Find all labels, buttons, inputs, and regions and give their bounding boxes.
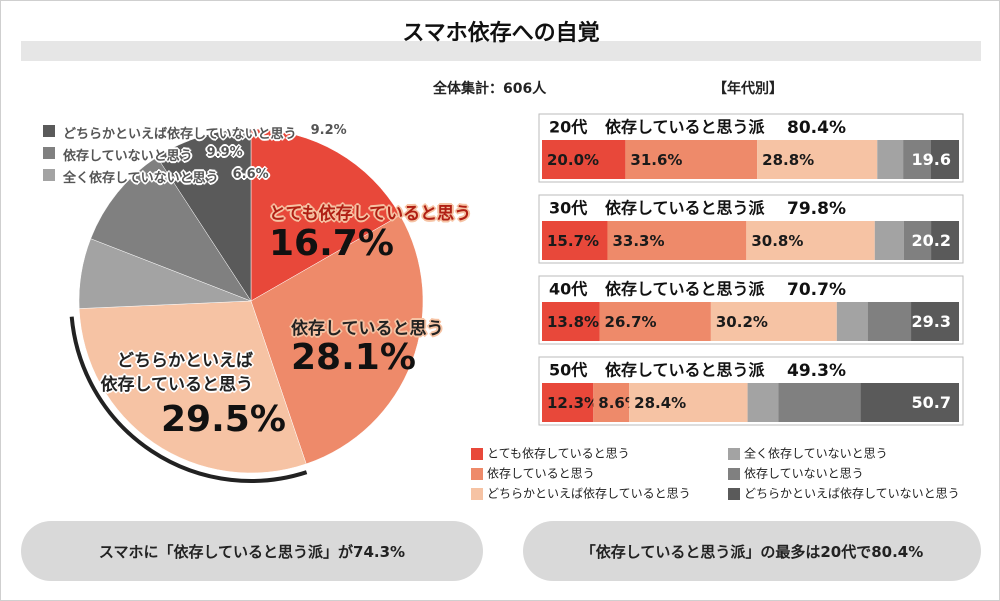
remainder-label: 50.7 [912, 393, 951, 412]
legend-label: どちらかといえば依存していると思う [487, 486, 691, 501]
bar-value-label: 30.2% [716, 313, 768, 331]
pie-value-label: 16.7% [269, 223, 394, 264]
bar-segment [911, 302, 959, 341]
legend-swatch [728, 488, 740, 500]
bar-segment [860, 383, 959, 422]
bar-segment [607, 221, 747, 260]
legend-label: 全く依存していないと思う [744, 446, 888, 461]
page-title: スマホ依存への自覚 [402, 20, 599, 46]
pie-slice [90, 156, 252, 302]
bar-segment [542, 302, 600, 341]
legend-label: 依存していると思う [487, 466, 595, 481]
bar-value-label: 20.0% [547, 151, 599, 169]
bar-segment [629, 383, 748, 422]
bar-segment [930, 140, 959, 179]
legend-entry: 全く依存していないと思う 6.6% [63, 167, 269, 186]
legend-swatch [728, 448, 740, 460]
group-total: 70.7% [787, 280, 846, 300]
legend-swatch [471, 488, 483, 500]
bar-segment [593, 383, 630, 422]
group-total: 80.4% [787, 118, 846, 138]
row-frame [538, 194, 964, 264]
callout: スマホに「依存していると思う派」が74.3% [21, 521, 483, 581]
bar-segment [625, 140, 758, 179]
group-label: 依存していると思う派 [605, 361, 766, 380]
legend-swatch [43, 147, 55, 159]
bar-value-label: 30.8% [751, 232, 803, 250]
pie-label: 依存していると思う [291, 319, 444, 339]
group-label: 依存していると思う派 [605, 118, 766, 137]
legend-label: 依存していないと思う [744, 466, 864, 481]
bar-segment [903, 140, 931, 179]
title-band [21, 41, 981, 61]
bar-segment [746, 221, 875, 260]
group-label: 依存していると思う派 [605, 199, 766, 218]
bar-value-label: 33.3% [612, 232, 664, 250]
pie-label: とても依存していると思う [269, 204, 472, 224]
bar-segment [877, 140, 904, 179]
legend-swatch [728, 468, 740, 480]
row-frame [538, 356, 964, 426]
legend-label: 全く依存していないと思う [63, 171, 219, 186]
remainder-label: 19.6 [912, 150, 951, 169]
pie-slice [78, 300, 307, 474]
bar-segment [542, 140, 626, 179]
legend-value: 9.2% [310, 123, 347, 138]
bar-segment [931, 221, 959, 260]
pie-slice [156, 128, 252, 302]
group-total: 79.8% [787, 199, 846, 219]
bar-value-label: 12.3% [547, 394, 599, 412]
legend-swatch [471, 468, 483, 480]
legend-label: 依存していないと思う [63, 149, 193, 164]
bar-segment [836, 302, 868, 341]
sample-note: 全体集計：606人 [432, 80, 547, 97]
legend-entry: 依存していないと思う 9.9% [63, 145, 243, 164]
bar-segment [599, 302, 711, 341]
group-total: 49.3% [787, 361, 846, 381]
legend-label: どちらかといえば依存していないと思う [744, 486, 960, 501]
bar-segment [867, 302, 912, 341]
bar-segment [747, 383, 779, 422]
bar-value-label: 28.4% [634, 394, 686, 412]
legend-label: とても依存していると思う [487, 446, 630, 461]
bar-segment [542, 221, 608, 260]
bar-value-label: 28.8% [762, 151, 814, 169]
bar-value-label: 31.6% [630, 151, 682, 169]
group-label: 依存していると思う派 [605, 280, 766, 299]
age-heading: 【年代別】 [713, 80, 783, 97]
bar-segment [710, 302, 837, 341]
bar-value-label: 15.7% [547, 232, 599, 250]
row-frame [538, 275, 964, 345]
callout: 「依存していると思う派」の最多は20代で80.4% [523, 521, 981, 581]
bar-segment [778, 383, 861, 422]
bar-segment [757, 140, 878, 179]
legend-value: 6.6% [232, 167, 269, 182]
pie-accent-arc [69, 316, 308, 483]
legend-value: 9.9% [206, 145, 243, 160]
bar-value-label: 26.7% [605, 313, 657, 331]
row-category: 40代 [549, 280, 587, 299]
remainder-label: 29.3 [912, 312, 951, 331]
pie-value-label: 29.5% [161, 399, 286, 440]
pie-value-label: 28.1% [291, 337, 416, 378]
row-category: 30代 [549, 199, 587, 218]
legend-swatch [43, 125, 55, 137]
legend-entry: どちらかといえば依存していないと思う 9.2% [63, 123, 347, 142]
pie-label: どちらかといえば 依存していると思う [100, 351, 254, 395]
bar-segment [903, 221, 932, 260]
bar-value-label: 13.8% [547, 313, 599, 331]
bar-segment [542, 383, 594, 422]
remainder-label: 20.2 [912, 231, 951, 250]
legend-label: どちらかといえば依存していないと思う [63, 127, 297, 142]
pie-slice [250, 128, 401, 302]
row-frame [538, 113, 964, 183]
row-category: 20代 [549, 118, 587, 137]
pie-slice [250, 214, 424, 465]
legend-swatch [43, 169, 55, 181]
legend-swatch [471, 448, 483, 460]
bar-segment [874, 221, 904, 260]
row-category: 50代 [549, 361, 587, 380]
